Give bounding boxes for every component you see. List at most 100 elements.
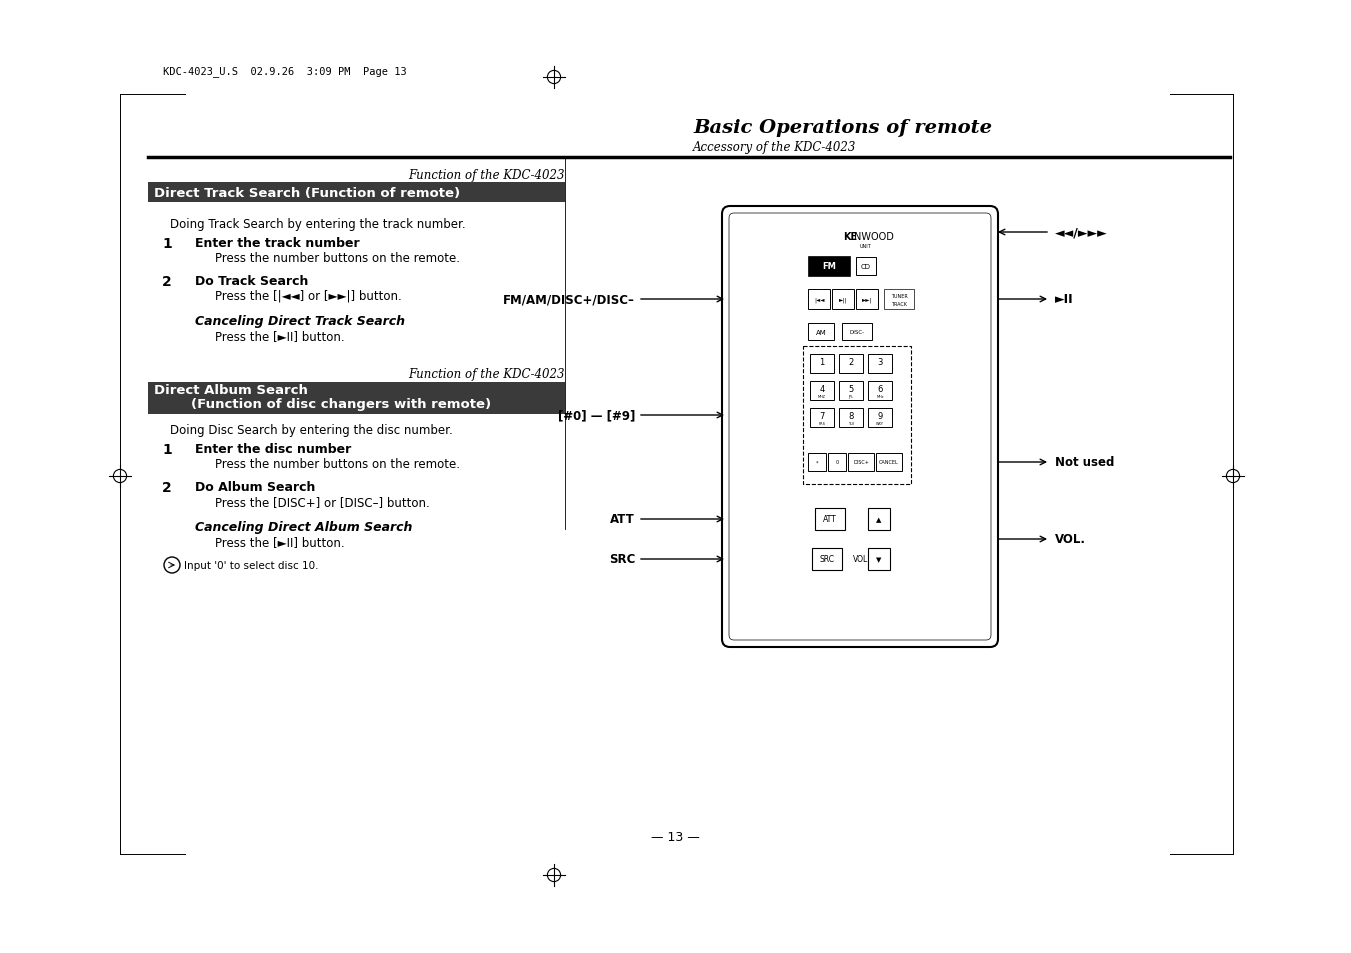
Bar [811,381,834,400]
Text: Enter the disc number: Enter the disc number [195,442,351,456]
Text: TRACK: TRACK [892,302,907,307]
Text: Direct Track Search (Function of remote): Direct Track Search (Function of remote) [154,186,461,199]
Text: 2: 2 [848,357,854,367]
Bar [808,324,834,340]
Text: 7: 7 [819,412,824,420]
Text: TUNER: TUNER [890,294,908,299]
Text: — 13 —: — 13 — [651,831,700,843]
Text: Press the [|◄◄] or [►►|] button.: Press the [|◄◄] or [►►|] button. [215,290,401,303]
Bar [867,381,892,400]
Text: NWOOD: NWOOD [854,232,894,242]
Text: Not used: Not used [1055,456,1115,469]
Text: VOL.: VOL. [854,555,871,564]
Bar [857,290,878,310]
Bar [842,324,871,340]
Text: ATT: ATT [823,515,836,524]
Text: ATT: ATT [611,513,635,526]
Bar [867,409,892,428]
Bar [884,290,915,310]
Text: |◄◄: |◄◄ [813,297,824,302]
Bar [848,454,874,472]
Text: 1: 1 [162,236,172,251]
Text: ►II: ►II [1055,294,1074,306]
Text: 2: 2 [162,274,172,289]
Text: UNIT: UNIT [859,244,871,250]
Text: 2: 2 [162,480,172,495]
Text: AM: AM [816,330,827,335]
Bar [815,509,844,531]
Text: SRC: SRC [820,555,835,564]
Text: Press the number buttons on the remote.: Press the number buttons on the remote. [215,252,459,265]
Text: CD: CD [861,264,871,270]
Text: DISC-: DISC- [850,330,865,335]
Text: 3: 3 [877,357,882,367]
Bar [867,355,892,374]
Text: Doing Track Search by entering the track number.: Doing Track Search by entering the track… [170,218,466,231]
Text: Do Album Search: Do Album Search [195,480,315,494]
Text: ►►|: ►►| [862,297,873,302]
Bar [875,454,902,472]
Text: (Function of disc changers with remote): (Function of disc changers with remote) [154,398,492,411]
Text: WXY: WXY [875,421,884,426]
Text: PRS: PRS [819,421,825,426]
Text: Function of the KDC-4023: Function of the KDC-4023 [408,368,565,381]
Text: VOL.: VOL. [1055,533,1086,546]
Text: [#0] — [#9]: [#0] — [#9] [558,409,635,422]
Text: JPL: JPL [848,395,854,398]
Text: Press the number buttons on the remote.: Press the number buttons on the remote. [215,457,459,471]
Bar [808,454,825,472]
Text: ▲: ▲ [877,517,882,522]
Text: MHZ: MHZ [817,395,825,398]
Text: SRC: SRC [608,553,635,566]
Text: Accessory of the KDC-4023: Accessory of the KDC-4023 [693,140,857,153]
Bar [149,382,565,415]
Text: MHz: MHz [877,395,884,398]
Text: 8: 8 [848,412,854,420]
Text: ►||: ►|| [839,297,847,302]
Text: Input '0' to select disc 10.: Input '0' to select disc 10. [184,560,319,571]
Text: Basic Operations of remote: Basic Operations of remote [693,119,992,137]
Bar [808,256,850,276]
Bar [802,347,911,484]
Text: Doing Disc Search by entering the disc number.: Doing Disc Search by entering the disc n… [170,423,453,436]
Text: Do Track Search: Do Track Search [195,274,308,288]
Text: Function of the KDC-4023: Function of the KDC-4023 [408,169,565,181]
Bar [867,509,890,531]
Text: CANCEL: CANCEL [880,460,898,465]
Text: 1: 1 [819,357,824,367]
Text: 9: 9 [877,412,882,420]
Text: KDC-4023_U.S  02.9.26  3:09 PM  Page 13: KDC-4023_U.S 02.9.26 3:09 PM Page 13 [163,67,407,77]
Text: 5: 5 [848,385,854,394]
Text: 1: 1 [162,442,172,456]
Text: Press the [►II] button.: Press the [►II] button. [215,536,345,548]
Bar [839,355,863,374]
Bar [839,409,863,428]
Text: TLV: TLV [848,421,854,426]
Bar [857,257,875,275]
Text: *: * [816,460,819,465]
Text: DISC+: DISC+ [852,460,869,465]
Bar [839,381,863,400]
Text: FM/AM/DISC+/DISC–: FM/AM/DISC+/DISC– [503,294,635,306]
Text: Canceling Direct Album Search: Canceling Direct Album Search [195,520,412,534]
Text: ▼: ▼ [877,557,882,562]
Text: ◄◄/►►►: ◄◄/►►► [1055,226,1108,239]
Text: 6: 6 [877,385,882,394]
Text: Press the [►II] button.: Press the [►II] button. [215,330,345,343]
Bar [867,548,890,571]
Text: Press the [DISC+] or [DISC–] button.: Press the [DISC+] or [DISC–] button. [215,496,430,509]
Bar [811,409,834,428]
Text: Direct Album Search: Direct Album Search [154,384,308,397]
Text: FM: FM [821,262,836,272]
Bar [811,355,834,374]
Text: Enter the track number: Enter the track number [195,236,359,250]
Bar [828,454,846,472]
Bar [149,183,565,203]
Text: KE: KE [843,232,857,242]
Bar [832,290,854,310]
Text: 0: 0 [835,460,839,465]
Bar [812,548,842,571]
FancyBboxPatch shape [721,207,998,647]
Text: Canceling Direct Track Search: Canceling Direct Track Search [195,314,405,328]
Bar [808,290,830,310]
